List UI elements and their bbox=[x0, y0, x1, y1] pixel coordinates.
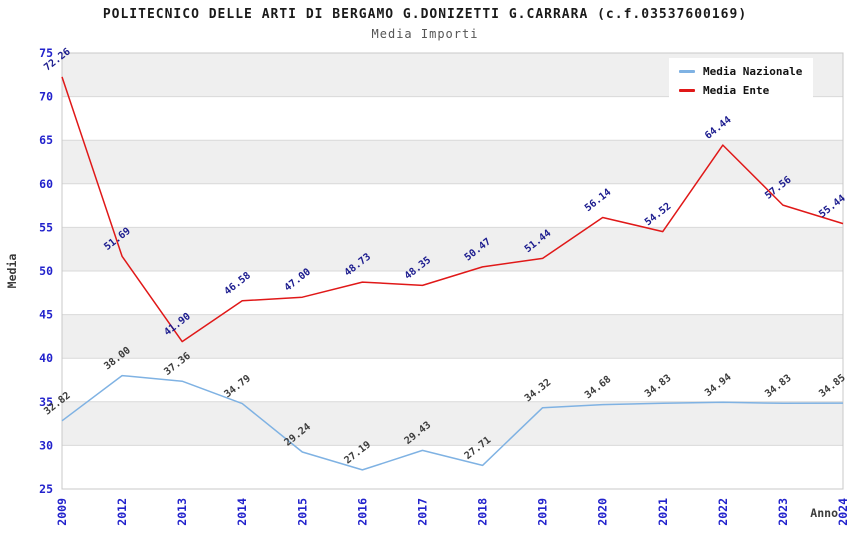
y-tick-label: 45 bbox=[39, 308, 53, 322]
line-swatch-icon bbox=[679, 89, 695, 92]
point-label-media-nazionale: 34.68 bbox=[583, 374, 613, 401]
legend: Media Nazionale Media Ente bbox=[669, 58, 813, 104]
x-tick-label: 2021 bbox=[656, 498, 670, 526]
plot-band bbox=[62, 314, 843, 359]
plot-border bbox=[61, 52, 844, 490]
y-tick-label: 30 bbox=[39, 438, 53, 452]
x-tick-label: 2016 bbox=[355, 498, 369, 526]
point-label-media-ente: 64.44 bbox=[703, 115, 733, 142]
y-tick-label: 55 bbox=[39, 220, 53, 234]
x-tick-label: 2019 bbox=[536, 498, 550, 526]
series-line-media-nazionale bbox=[61, 374, 844, 471]
point-label-media-ente: 54.52 bbox=[643, 201, 673, 228]
x-tick-label: 2023 bbox=[776, 498, 790, 526]
x-tick-label: 2018 bbox=[476, 498, 490, 526]
line-swatch-icon bbox=[679, 70, 695, 73]
legend-item-media-nazionale: Media Nazionale bbox=[679, 65, 813, 78]
point-label-media-nazionale: 34.94 bbox=[703, 372, 733, 399]
point-label-media-nazionale: 34.79 bbox=[222, 373, 252, 400]
y-tick-label: 70 bbox=[39, 90, 53, 104]
plot-band bbox=[62, 140, 843, 184]
y-axis-title: Media bbox=[5, 254, 19, 289]
point-label-media-ente: 46.58 bbox=[222, 270, 252, 297]
chart-subtitle: Media Importi bbox=[371, 27, 479, 41]
legend-label: Media Ente bbox=[703, 84, 770, 97]
x-tick-label: 2024 bbox=[836, 498, 850, 526]
y-tick-label: 75 bbox=[39, 46, 53, 60]
plot-band bbox=[62, 401, 843, 446]
series-line-media-ente bbox=[61, 76, 844, 343]
legend-label: Media Nazionale bbox=[703, 65, 803, 78]
x-tick-label: 2012 bbox=[115, 498, 129, 526]
chart-title: POLITECNICO DELLE ARTI DI BERGAMO G.DONI… bbox=[102, 7, 748, 22]
x-tick-label: 2015 bbox=[295, 498, 309, 526]
x-tick-label: 2020 bbox=[596, 498, 610, 526]
y-tick-label: 35 bbox=[39, 395, 53, 409]
point-label-media-ente: 56.14 bbox=[583, 187, 613, 214]
x-tick-label: 2022 bbox=[716, 498, 730, 526]
y-tick-label: 40 bbox=[39, 351, 53, 365]
x-axis-title: Anno bbox=[810, 506, 838, 520]
x-tick-label: 2013 bbox=[175, 498, 189, 526]
x-tick-label: 2017 bbox=[415, 498, 429, 526]
plot-band bbox=[62, 227, 843, 271]
x-tick-label: 2014 bbox=[235, 498, 249, 526]
point-label-media-nazionale: 34.83 bbox=[763, 373, 793, 400]
point-label-media-nazionale: 34.83 bbox=[643, 373, 673, 400]
y-tick-label: 65 bbox=[39, 133, 53, 147]
x-tick-label: 2009 bbox=[55, 498, 69, 526]
y-tick-label: 60 bbox=[39, 177, 53, 191]
y-tick-label: 50 bbox=[39, 264, 53, 278]
point-label-media-nazionale: 34.32 bbox=[523, 377, 553, 404]
legend-item-media-ente: Media Ente bbox=[679, 84, 813, 97]
y-tick-label: 25 bbox=[39, 482, 53, 496]
